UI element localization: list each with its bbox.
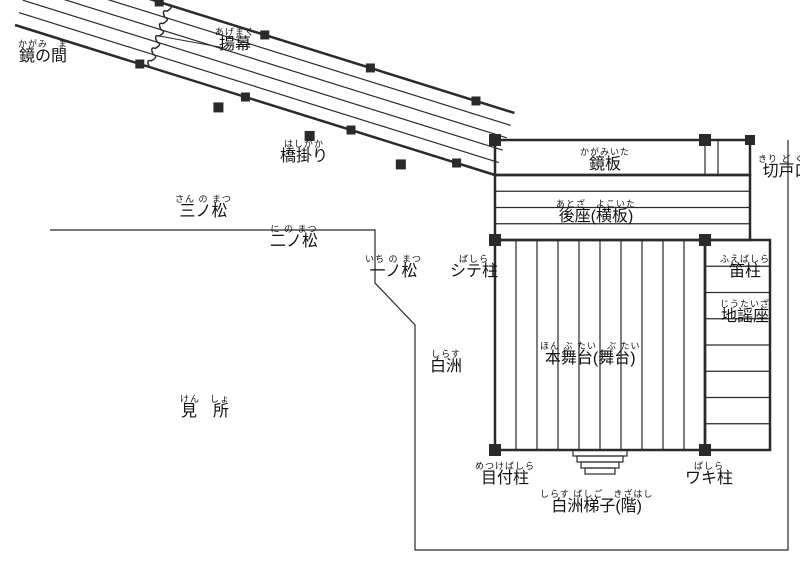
label-ichi_no_matsu: いち の まつ一ノ松 xyxy=(365,255,422,281)
shirasu-step xyxy=(585,468,615,474)
metsuke-pillar-post xyxy=(489,444,501,456)
bridge-post xyxy=(260,30,269,39)
kensho-outline xyxy=(50,140,788,550)
bridge-post xyxy=(366,63,375,72)
label-jiutaiza: じうたいざ地謡座 xyxy=(720,300,770,326)
label-waki-text: ワキ柱 xyxy=(685,471,733,488)
bridge-post xyxy=(452,159,461,168)
label-metsuke-text: 目付柱 xyxy=(475,471,535,488)
label-hashigakari: はしがか橋掛り xyxy=(280,140,328,166)
bridge-plank xyxy=(23,0,503,150)
bridge-post xyxy=(471,96,480,105)
label-honbutai-text: 本舞台(舞台) xyxy=(540,351,641,368)
bridge-plank xyxy=(31,0,511,125)
bridge-post xyxy=(155,0,164,6)
bridge-post xyxy=(347,126,356,135)
shirasu-step xyxy=(581,462,619,468)
label-shirasu: しらす白洲 xyxy=(430,350,462,376)
label-kiridoguchi-text: 切戸口 xyxy=(758,164,800,181)
label-kensho: けん しょ見 所 xyxy=(180,395,230,421)
label-atoza: あとざ よこいた後座(横板) xyxy=(556,200,636,226)
label-ni_no_matsu: に の まつ二ノ松 xyxy=(270,225,318,251)
label-ni_no_matsu-text: 二ノ松 xyxy=(270,234,318,251)
label-kensho-text: 見 所 xyxy=(180,404,230,421)
label-waki: ばしらワキ柱 xyxy=(685,462,733,488)
bridge-plank xyxy=(19,13,499,163)
label-atoza-text: 後座(横板) xyxy=(556,209,636,226)
label-shirasubashigo-text: 白洲梯子(階) xyxy=(540,499,653,516)
label-kagami_no_ma: かがみ ま鏡の間 xyxy=(18,40,68,66)
bridge-post xyxy=(135,60,144,69)
kirido-guchi xyxy=(718,140,750,175)
label-agemaku-text: 揚幕 xyxy=(215,37,255,54)
shirasu-step xyxy=(577,456,623,462)
label-shirasu-text: 白洲 xyxy=(430,359,462,376)
label-fuebashira-text: 笛柱 xyxy=(720,264,770,281)
label-fuebashira: ふえばしら笛柱 xyxy=(720,255,770,281)
label-san_no_matsu: さん の まつ三ノ松 xyxy=(175,195,232,221)
label-shitebashira: ばしらシテ柱 xyxy=(450,255,498,281)
bridge-edge xyxy=(34,0,514,113)
label-ichi_no_matsu-text: 一ノ松 xyxy=(365,264,422,281)
label-shitebashira-text: シテ柱 xyxy=(450,264,498,281)
label-kagami_no_ma-text: 鏡の間 xyxy=(18,49,68,66)
pine-ichi xyxy=(396,159,406,169)
label-honbutai: ほん ぶ たい ぶ たい本舞台(舞台) xyxy=(540,342,641,368)
label-jiutaiza-text: 地謡座 xyxy=(720,309,770,326)
label-kagamiita-text: 鏡板 xyxy=(580,157,630,174)
label-hashigakari-text: 橋掛り xyxy=(280,149,328,166)
label-metsuke: めつけばしら目付柱 xyxy=(475,462,535,488)
label-agemaku: あげまく揚幕 xyxy=(215,28,255,54)
bridge-post xyxy=(241,93,250,102)
atoza-post xyxy=(699,134,711,146)
label-kiridoguchi: きり ど ぐち切戸口 xyxy=(758,155,800,181)
bridge-plank xyxy=(27,0,507,138)
label-san_no_matsu-text: 三ノ松 xyxy=(175,204,232,221)
label-kagamiita: かがみいた鏡板 xyxy=(580,148,630,174)
pine-san xyxy=(213,102,223,112)
label-shirasubashigo: しらす ばしご きざはし白洲梯子(階) xyxy=(540,490,653,516)
